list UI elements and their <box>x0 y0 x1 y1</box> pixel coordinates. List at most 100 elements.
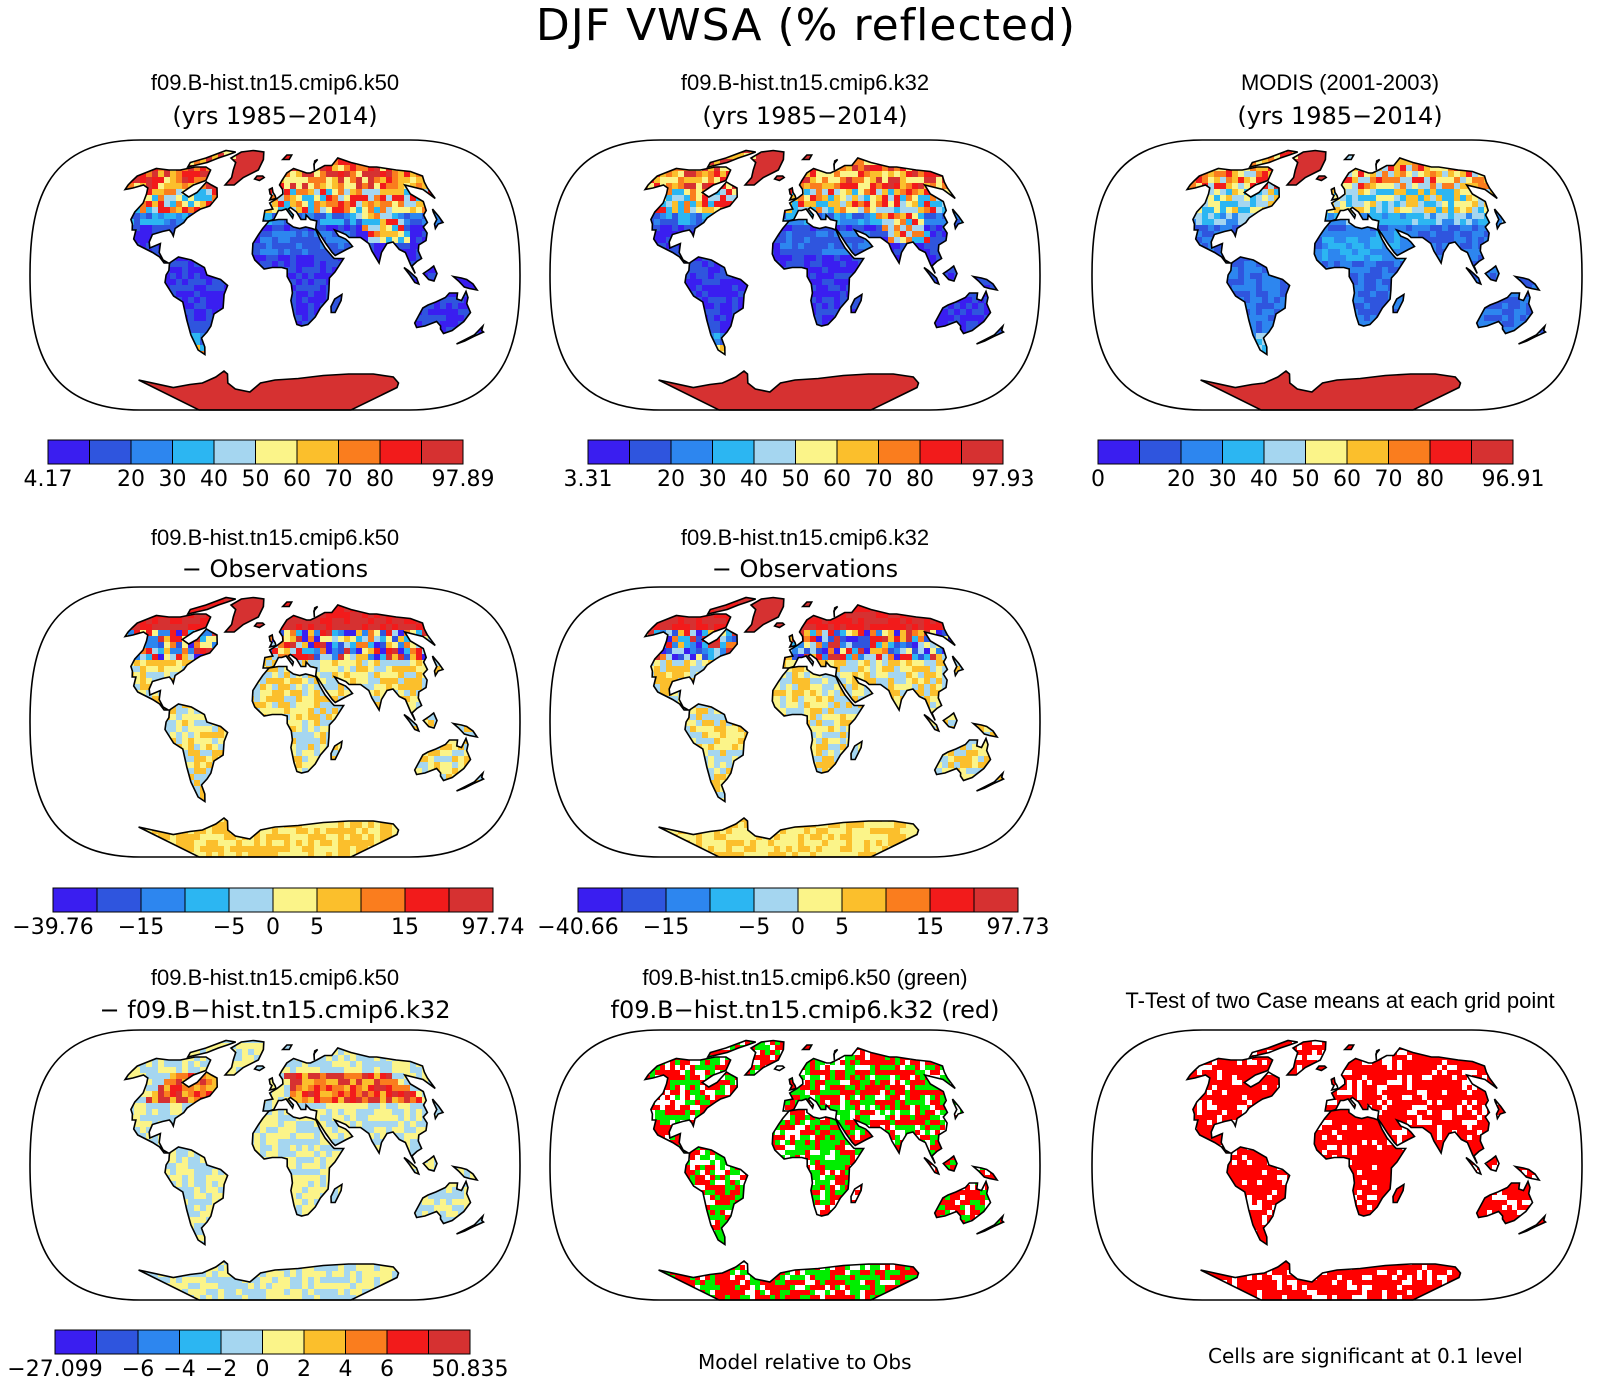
colorbar-cell <box>1222 439 1265 465</box>
colorbar-tick-label: 40 <box>740 467 768 492</box>
colorbar-cell <box>379 439 422 465</box>
colorbar-cell <box>448 887 494 913</box>
coastline-sumatra <box>923 713 941 733</box>
colorbar-tick-label: 96.91 <box>1482 467 1545 492</box>
colorbar-tick-label: 40 <box>1250 467 1278 492</box>
coastline-greenland <box>743 149 785 186</box>
coastline-svalbard <box>280 154 294 161</box>
colorbar-tick-label: 97.93 <box>972 467 1035 492</box>
coastline-japan <box>431 655 445 678</box>
coastline-borneo <box>1484 264 1500 282</box>
panel-title-p11: f09.B-hist.tn15.cmip6.k50 <box>20 70 530 96</box>
coastline-australia <box>933 736 992 782</box>
colorbar-tick-label: 5 <box>310 915 324 940</box>
colorbar-cell <box>797 887 843 913</box>
coastline-svalbard <box>1342 1044 1356 1051</box>
colorbar-tick-label: 97.74 <box>462 915 525 940</box>
coastline-newguinea <box>970 1165 999 1182</box>
coastline-namerica <box>123 166 219 264</box>
colorbar-cell <box>179 1329 222 1355</box>
coastline-madagascar <box>850 292 863 314</box>
colorbar-tick-label: 80 <box>906 467 934 492</box>
map-field <box>645 1040 1004 1300</box>
map-panel-p32 <box>549 1029 1041 1301</box>
colorbar-tick-label: 97.89 <box>432 467 495 492</box>
colorbar-cell <box>316 887 362 913</box>
colorbar-tick-label: 20 <box>657 467 685 492</box>
map-panel-p21 <box>29 586 521 858</box>
colorbar-cell <box>878 439 921 465</box>
coastline-greenland <box>743 1039 785 1076</box>
coastline-antarctica <box>658 816 920 858</box>
coastline-antarctica <box>138 1259 400 1301</box>
colorbar-tick-label: −4 <box>163 1357 195 1382</box>
coastline-namerica <box>123 1056 219 1154</box>
coastline-svalbard <box>1342 154 1356 161</box>
coastline-uk <box>788 1076 798 1092</box>
colorbar-cell <box>255 439 298 465</box>
map-frame <box>549 1029 1041 1301</box>
coastline-japan <box>951 208 965 231</box>
colorbar-tick-label: −15 <box>643 915 689 940</box>
coastline-japan <box>1493 208 1507 231</box>
colorbar-tick-label: −40.66 <box>537 915 618 940</box>
coastline-namerica <box>643 1056 739 1154</box>
map-panel-p11 <box>29 139 521 411</box>
coastline-samerica <box>684 1146 749 1247</box>
colorbar-tick-label: 70 <box>1375 467 1403 492</box>
colorbar-tick-label: 2 <box>297 1357 311 1382</box>
coastline-nz <box>976 1213 1005 1235</box>
colorbar-cell <box>428 1329 471 1355</box>
colorbar-tick-label: 80 <box>1416 467 1444 492</box>
colorbar-cell <box>973 887 1019 913</box>
panel-title-p33: T-Test of two Case means at each grid po… <box>1070 988 1610 1014</box>
colorbar-cell <box>629 439 672 465</box>
map-panel-p22 <box>549 586 1041 858</box>
colorbar-p11: 4.17 20 30 40 50 60 70 80 97.89 <box>24 439 495 492</box>
coastline-eurasia <box>782 157 956 274</box>
colorbar-cell <box>96 887 142 913</box>
coastline-novaya <box>313 605 319 618</box>
coastline-japan <box>431 1098 445 1121</box>
colorbar-cell <box>753 439 796 465</box>
colorbar-tick-label: 50.835 <box>432 1357 509 1382</box>
coastline-canadaisl <box>1248 149 1298 169</box>
coastline-svalbard <box>280 1044 294 1051</box>
colorbar-tick-label: 6 <box>380 1357 394 1382</box>
coastline-africa <box>1313 218 1408 327</box>
map-field <box>1187 1040 1546 1300</box>
coastline-borneo <box>422 1154 438 1172</box>
coastline-novaya <box>1375 158 1381 171</box>
colorbar-cell <box>836 439 879 465</box>
coastline-africa <box>1313 1108 1408 1217</box>
coastline-greenland <box>223 596 265 633</box>
coastline-borneo <box>942 1154 958 1172</box>
coastline-borneo <box>942 264 958 282</box>
coastline-australia <box>1475 1179 1534 1225</box>
coastline-borneo <box>1484 1154 1500 1172</box>
coastline-newguinea <box>1512 275 1541 292</box>
colorbar-cell <box>753 887 799 913</box>
coastline-sumatra <box>923 1156 941 1176</box>
colorbar-tick-label: −15 <box>118 915 164 940</box>
colorbar-cell <box>1180 439 1223 465</box>
coastline-sumatra <box>923 266 941 286</box>
coastline-australia <box>413 1179 472 1225</box>
coastline-newguinea <box>450 1165 479 1182</box>
coastline-canadaisl <box>706 1039 756 1059</box>
coastline-nz <box>976 770 1005 792</box>
coastline-borneo <box>422 711 438 729</box>
coastline-svalbard <box>800 1044 814 1051</box>
colorbar-p31: −27.099 −6 −4 −2 0 2 4 6 50.835 <box>7 1329 509 1382</box>
coastline-eurasia <box>782 1047 956 1164</box>
coastline-japan <box>951 1098 965 1121</box>
map-frame <box>29 586 521 858</box>
colorbar-cell <box>338 439 381 465</box>
colorbar-tick-label: 15 <box>916 915 944 940</box>
panel-title-p21: f09.B-hist.tn15.cmip6.k50 <box>20 525 530 551</box>
colorbar-tick-label: 30 <box>159 467 187 492</box>
colorbar-cell <box>228 887 274 913</box>
colorbar-cell <box>404 887 450 913</box>
colorbar-cell <box>709 887 755 913</box>
colorbar-cell <box>96 1329 139 1355</box>
